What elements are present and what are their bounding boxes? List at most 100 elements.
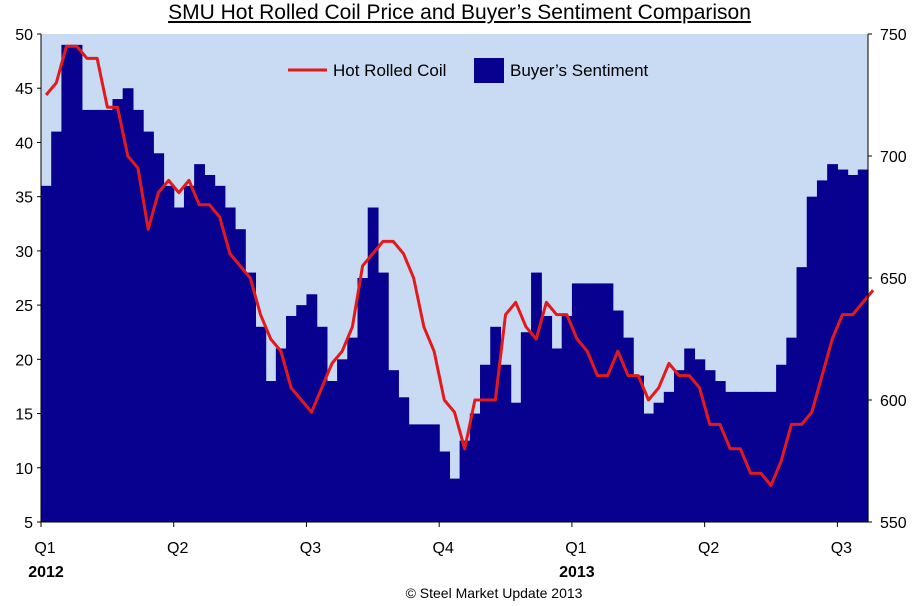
sentiment-bar — [61, 44, 73, 523]
sentiment-bar — [745, 391, 757, 522]
sentiment-bar — [214, 185, 226, 522]
sentiment-bar — [122, 88, 134, 522]
sentiment-bar — [408, 424, 420, 522]
sentiment-bar — [622, 337, 634, 522]
sentiment-bar — [51, 131, 63, 522]
sentiment-bar — [480, 364, 491, 522]
sentiment-bar — [643, 413, 655, 522]
sentiment-bar — [163, 185, 175, 522]
x-tick-label: Q1 — [34, 540, 55, 557]
sentiment-bar — [510, 402, 522, 522]
sentiment-bar — [132, 109, 144, 522]
sentiment-bar — [755, 391, 767, 522]
sentiment-bar — [459, 440, 471, 522]
sentiment-bar — [714, 381, 726, 522]
sentiment-bar — [275, 348, 287, 522]
sentiment-bar — [41, 185, 52, 522]
sentiment-bar — [796, 267, 808, 522]
sentiment-bar — [684, 348, 696, 522]
left-tick-label: 50 — [15, 27, 33, 44]
sentiment-bar — [326, 381, 338, 522]
copyright-footer: © Steel Market Update 2013 — [405, 585, 583, 601]
sentiment-bar — [183, 185, 195, 522]
left-tick-label: 20 — [15, 352, 33, 369]
sentiment-bar — [776, 364, 787, 522]
sentiment-bar — [112, 99, 124, 522]
hot-rolled-coil-line — [44, 44, 875, 487]
sentiment-bar — [418, 424, 430, 522]
sentiment-bar — [531, 272, 542, 522]
sentiment-bar — [592, 283, 604, 522]
x-tick-label: Q2 — [167, 540, 188, 557]
sentiment-bar — [735, 391, 747, 522]
chart-title: SMU Hot Rolled Coil Price and Buyer’s Se… — [168, 1, 751, 24]
sentiment-bar — [398, 397, 410, 522]
sentiment-bar — [469, 413, 481, 522]
sentiment-bar — [602, 283, 614, 522]
sentiment-bar — [367, 207, 379, 522]
sentiment-bar — [786, 337, 798, 522]
left-tick-label: 45 — [15, 81, 33, 98]
right-tick-label: 600 — [880, 393, 907, 410]
left-tick-label: 30 — [15, 244, 33, 261]
sentiment-bar — [439, 451, 450, 522]
legend-label-buyers-sentiment: Buyer’s Sentiment — [510, 61, 649, 80]
sentiment-bar — [224, 207, 236, 522]
sentiment-bar — [633, 375, 644, 522]
sentiment-bar — [296, 305, 308, 522]
sentiment-bar — [357, 278, 369, 522]
sentiment-bar — [541, 315, 553, 522]
sentiment-bar — [234, 229, 246, 522]
sentiment-bar — [857, 169, 869, 522]
sentiment-bar — [612, 310, 624, 522]
sentiment-bar — [520, 332, 532, 522]
sentiment-bar — [81, 109, 93, 522]
sentiment-bar — [653, 402, 665, 522]
sentiment-bar — [582, 283, 593, 522]
sentiment-bar — [194, 164, 205, 522]
sentiment-bar — [255, 326, 267, 522]
sentiment-bar — [694, 359, 706, 522]
sentiment-bar — [816, 180, 828, 522]
sentiment-bar — [265, 381, 277, 522]
legend-label-hot-rolled-coil: Hot Rolled Coil — [333, 61, 446, 80]
right-tick-label: 650 — [880, 271, 907, 288]
sentiment-bar — [806, 196, 818, 523]
right-axis: 550 600 650 700 750 — [867, 27, 907, 532]
right-tick-label: 700 — [880, 149, 907, 166]
x-tick-label: Q2 — [698, 540, 719, 557]
sentiment-bar — [153, 153, 165, 523]
sentiment-bar — [173, 207, 185, 522]
x-tick-label: Q4 — [433, 540, 454, 557]
year-label: 2013 — [559, 564, 595, 581]
left-tick-label: 10 — [15, 461, 33, 478]
sentiment-bar — [571, 283, 583, 522]
left-tick-label: 15 — [15, 407, 33, 424]
year-label: 2012 — [28, 564, 64, 581]
sentiment-bar — [765, 391, 777, 522]
sentiment-bar — [663, 391, 675, 522]
sentiment-bar — [449, 478, 461, 522]
x-axis: Q1 Q2 Q3 Q4 Q1 Q2 Q3 2012 2013 — [28, 521, 868, 581]
sentiment-bar — [337, 359, 348, 522]
sentiment-bar — [92, 109, 103, 522]
sentiment-bar — [143, 131, 154, 522]
sentiment-bar — [71, 44, 83, 523]
sentiment-bar — [316, 326, 328, 522]
right-tick-label: 750 — [880, 27, 907, 44]
sentiment-bar — [204, 174, 216, 523]
left-tick-label: 40 — [15, 135, 33, 152]
sentiment-bar — [347, 337, 359, 522]
sentiment-bar — [245, 272, 257, 522]
sentiment-bar — [725, 391, 736, 522]
x-tick-label: Q3 — [831, 540, 852, 557]
right-tick-label: 550 — [880, 515, 907, 532]
sentiment-bar — [837, 169, 849, 522]
left-axis: 5 10 15 20 25 30 35 40 45 50 — [15, 27, 42, 532]
sentiment-bar — [847, 174, 859, 523]
sentiment-bar — [428, 424, 440, 522]
sentiment-bar — [551, 348, 563, 522]
sentiment-bar — [704, 370, 716, 522]
left-tick-label: 35 — [15, 190, 33, 207]
